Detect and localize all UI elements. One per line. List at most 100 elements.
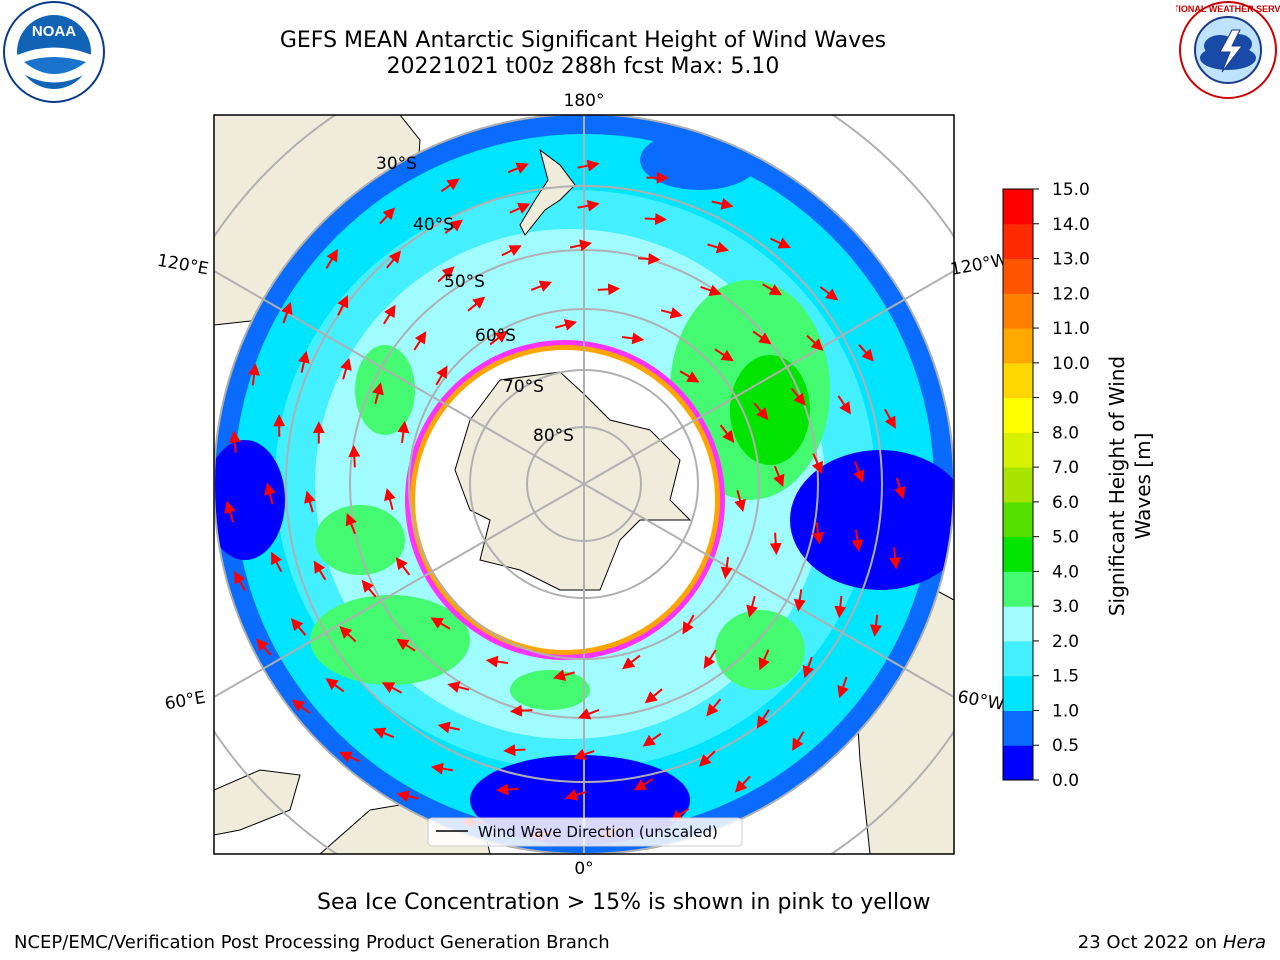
wave-direction-arrow <box>802 656 815 679</box>
wave-direction-arrow <box>644 688 663 704</box>
wave-direction-arrow <box>313 560 327 581</box>
wave-direction-arrow <box>577 199 600 212</box>
wave-direction-arrow <box>447 681 470 693</box>
colorbar-segment <box>1003 293 1033 329</box>
colorbar-tick-label: 4.0 <box>1052 562 1079 582</box>
colorbar-segment <box>1003 189 1033 225</box>
wave-direction-arrow <box>395 557 411 576</box>
wave-direction-arrow <box>834 595 847 619</box>
wave-direction-arrow <box>889 547 902 570</box>
colorbar-segment <box>1003 258 1033 294</box>
wave-direction-arrow <box>396 790 419 803</box>
wave-direction-arrow <box>769 532 782 556</box>
wave-direction-arrow <box>644 213 668 226</box>
sea-ice-note: Sea Ice Concentration > 15% is shown in … <box>317 890 931 915</box>
wave-direction-arrow <box>752 330 772 345</box>
colorbar-tick-label: 10.0 <box>1052 354 1090 374</box>
wave-direction-arrow <box>698 750 716 767</box>
wave-direction-arrow <box>621 332 645 345</box>
lat-label-70s: 70°S <box>503 377 544 397</box>
wave-direction-arrow <box>552 669 575 681</box>
colorbar-segment <box>1003 675 1033 711</box>
wind-wave-arrows <box>224 159 906 841</box>
wave-direction-arrow <box>224 500 236 523</box>
colorbar-segment <box>1003 432 1033 468</box>
colorbar-tick-label: 7.0 <box>1052 458 1079 478</box>
wave-direction-arrow <box>734 775 751 793</box>
wave-direction-arrow <box>714 348 734 362</box>
wave-direction-arrow <box>325 249 338 269</box>
lon-label-120w: 120°W <box>949 250 1010 280</box>
wave-direction-arrow <box>837 676 849 699</box>
map-frame <box>213 114 955 855</box>
colorbar-tick-label: 1.5 <box>1052 667 1079 687</box>
wave-direction-arrow <box>679 370 700 383</box>
wave-direction-arrow <box>770 237 791 249</box>
wave-direction-arrow <box>573 748 595 761</box>
wave-direction-arrow <box>384 487 396 510</box>
wave-direction-arrow <box>851 529 864 552</box>
legend-label: Wind Wave Direction (unscaled) <box>478 823 718 841</box>
wave-direction-arrow <box>489 330 508 346</box>
colorbar-tick-label: 13.0 <box>1052 250 1090 270</box>
wave-direction-arrow <box>485 655 509 668</box>
wave-direction-arrow <box>790 387 806 406</box>
date-stamp: 23 Oct 2022 on Hera <box>1078 932 1266 953</box>
wave-direction-arrow <box>372 382 384 405</box>
wave-direction-arrow <box>758 649 770 671</box>
wave-direction-arrow <box>256 638 272 656</box>
wave-direction-arrow <box>837 395 851 415</box>
wave-direction-arrow <box>281 301 293 324</box>
wave-direction-arrow <box>509 202 531 214</box>
colorbar-segment <box>1003 467 1033 503</box>
wave-direction-arrow <box>622 654 641 670</box>
colorbar-label-line1: Significant Height of Wind <box>1105 356 1129 616</box>
svg-text:NATIONAL WEATHER SERVICE: NATIONAL WEATHER SERVICE <box>1176 4 1280 14</box>
wave-direction-arrow <box>440 178 460 193</box>
wave-direction-arrow <box>339 626 357 643</box>
wave-direction-arrow <box>383 304 396 325</box>
colorbar-segment <box>1003 606 1033 642</box>
colorbar-tick-label: 12.0 <box>1052 284 1090 304</box>
lat-label-50s: 50°S <box>444 272 485 292</box>
wave-direction-arrow <box>379 207 396 225</box>
wave-direction-arrow <box>348 444 361 468</box>
credit-line: NCEP/EMC/Verification Post Processing Pr… <box>14 932 610 953</box>
wave-direction-arrow <box>298 350 310 373</box>
svg-text:NOAA: NOAA <box>32 23 76 40</box>
wave-direction-arrow <box>437 721 460 734</box>
colorbar-segment <box>1003 710 1033 746</box>
wave-direction-arrow <box>507 162 529 174</box>
wave-direction-arrow <box>340 357 352 380</box>
wave-direction-arrow <box>345 512 357 535</box>
wave-direction-arrow <box>361 579 377 598</box>
noaa-logo-icon: NOAA <box>3 1 105 103</box>
antarctica-land <box>454 371 692 591</box>
wave-direction-arrow <box>555 319 578 331</box>
wave-direction-arrow <box>753 402 769 421</box>
wave-direction-arrow <box>234 571 246 592</box>
wave-direction-arrow <box>496 783 519 796</box>
wave-direction-arrow <box>435 365 448 386</box>
wave-direction-arrow <box>707 241 730 254</box>
colorbar-segment <box>1003 397 1033 433</box>
map-title: GEFS MEAN Antarctic Significant Height o… <box>279 28 887 53</box>
colorbar-tick-label: 6.0 <box>1052 493 1079 513</box>
wave-direction-arrow <box>291 699 311 714</box>
wave-direction-arrow <box>337 295 349 316</box>
colorbar-tick-label: 5.0 <box>1052 528 1079 548</box>
wave-direction-arrow <box>271 551 283 573</box>
colorbar-tick-label: 3.0 <box>1052 597 1079 617</box>
wave-direction-arrow <box>437 266 455 283</box>
wave-direction-arrow <box>720 556 733 580</box>
wave-direction-arrow <box>633 778 654 791</box>
nws-logo-icon: NATIONAL WEATHER SERVICE <box>1176 1 1280 99</box>
wave-direction-arrow <box>703 649 717 669</box>
wave-direction-arrow <box>792 731 805 751</box>
colorbar-segment <box>1003 571 1033 607</box>
wave-direction-arrow <box>248 363 261 386</box>
colorbar-tick-label: 2.0 <box>1052 632 1079 652</box>
wave-direction-arrow <box>530 280 553 292</box>
wave-direction-arrow <box>806 334 824 351</box>
wave-direction-arrow <box>501 245 522 257</box>
